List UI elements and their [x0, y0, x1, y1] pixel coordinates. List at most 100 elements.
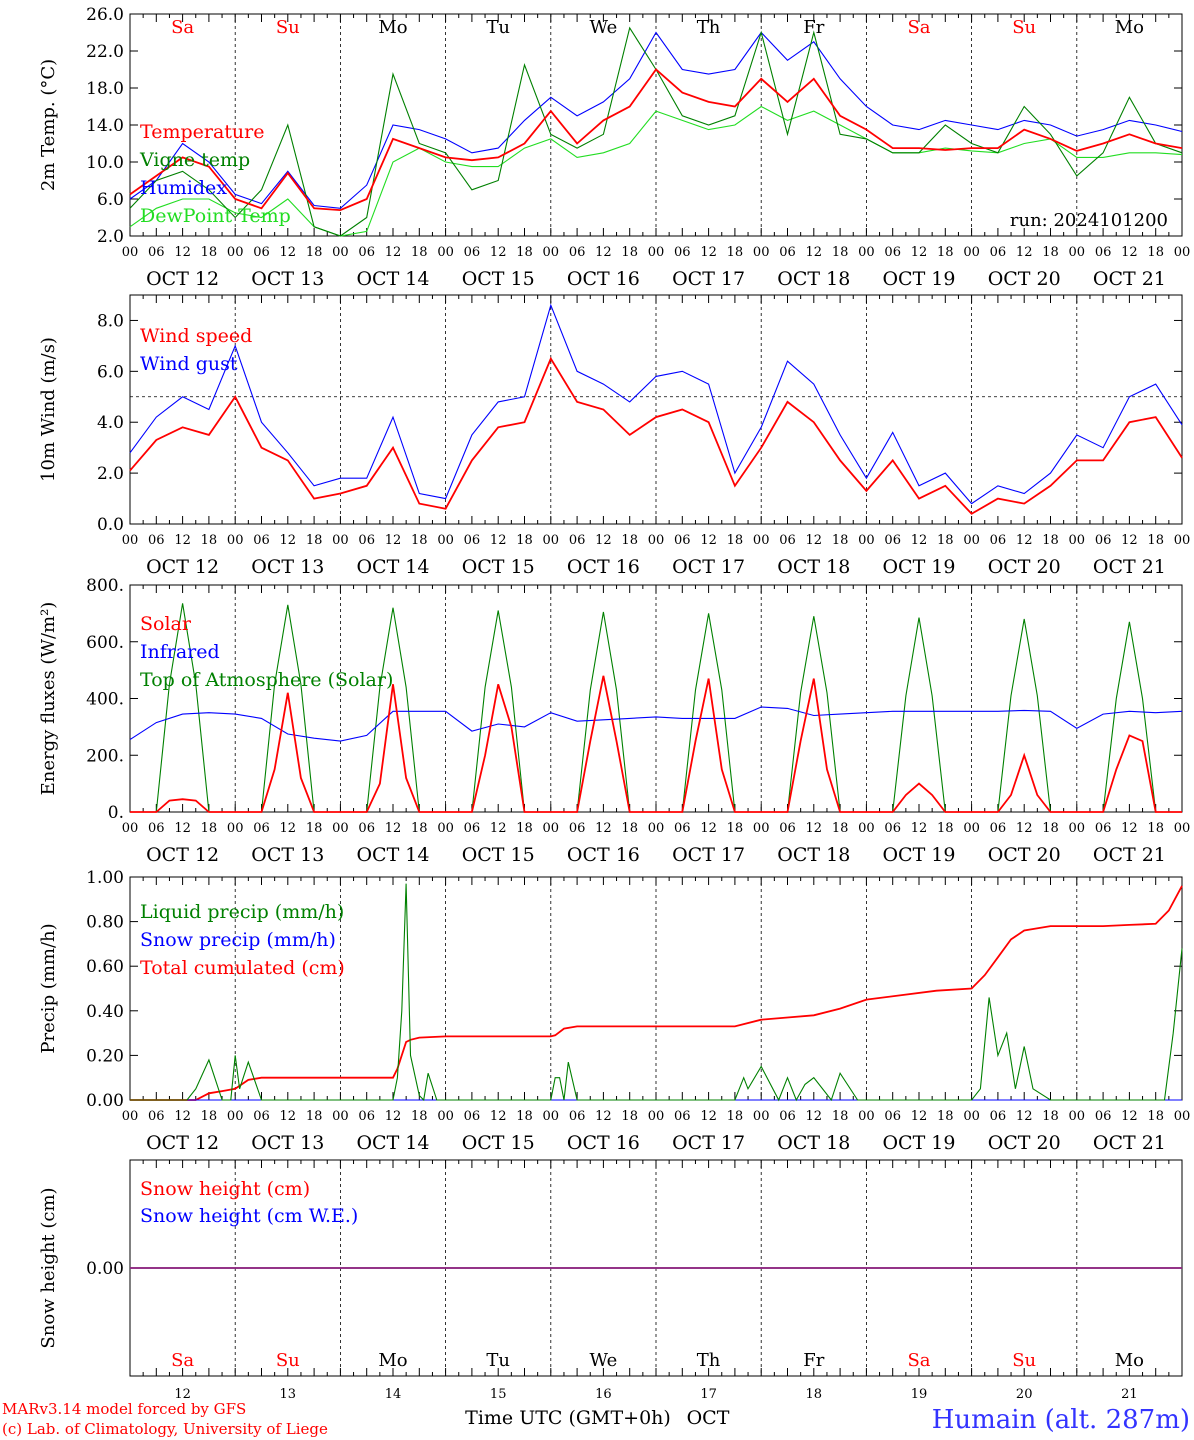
hour-label: 06	[148, 821, 165, 836]
hour-label: 18	[411, 533, 428, 548]
weekday-label: We	[590, 1350, 618, 1371]
hour-label: 00	[648, 821, 665, 836]
date-label: OCT 14	[356, 268, 429, 290]
hour-label: 00	[227, 245, 244, 260]
y-axis-label: Snow height (cm)	[38, 1187, 59, 1348]
date-label: OCT 20	[988, 556, 1061, 578]
date-label: OCT 15	[462, 556, 535, 578]
hour-label: 00	[437, 533, 454, 548]
hour-label: 06	[674, 821, 691, 836]
hour-label: 12	[385, 533, 402, 548]
y-tick-label: 14.0	[86, 116, 124, 136]
weekday-label: Fr	[803, 17, 824, 38]
hour-label: 18	[306, 821, 323, 836]
hour-label: 18	[621, 821, 638, 836]
day-number-label: 16	[595, 1387, 612, 1402]
date-label: OCT 19	[882, 556, 955, 578]
hour-label: 00	[543, 1109, 560, 1124]
hour-label: 18	[516, 533, 533, 548]
hour-label: 06	[990, 821, 1007, 836]
hour-label: 12	[280, 821, 297, 836]
hour-label: 06	[779, 533, 796, 548]
y-tick-label: 0.40	[86, 1002, 124, 1022]
panel-2: 0.0 2.0 4.0 6.0 8.0 10m Wind (m/s) Wind speed W…	[38, 294, 1190, 578]
hour-label: 06	[148, 1109, 165, 1124]
hour-label: 12	[490, 245, 507, 260]
hour-label: 00	[648, 245, 665, 260]
hour-label: 06	[1095, 821, 1112, 836]
hour-label: 00	[1069, 821, 1086, 836]
legend-entry: Vigne temp	[139, 149, 250, 171]
x-axis-month: OCT	[687, 1407, 730, 1429]
hour-label: 12	[174, 533, 191, 548]
hour-label: 00	[437, 245, 454, 260]
hour-label: 18	[937, 533, 954, 548]
hour-label: 18	[727, 533, 744, 548]
hour-label: 00	[1069, 533, 1086, 548]
legend-entry: Snow height (cm)	[140, 1178, 310, 1200]
hour-label: 18	[727, 821, 744, 836]
date-label: OCT 19	[882, 1132, 955, 1154]
hour-label: 12	[700, 1109, 717, 1124]
hour-label: 18	[201, 245, 218, 260]
y-tick-label: 0.60	[86, 957, 124, 977]
hour-label: 18	[516, 1109, 533, 1124]
hour-label: 06	[1095, 1109, 1112, 1124]
hour-label: 00	[122, 821, 139, 836]
hour-label: 06	[569, 533, 586, 548]
hour-label: 18	[937, 821, 954, 836]
hour-label: 00	[1174, 821, 1191, 836]
date-label: OCT 12	[146, 268, 219, 290]
hour-label: 06	[358, 1109, 375, 1124]
hour-label: 12	[700, 533, 717, 548]
hour-label: 06	[779, 821, 796, 836]
date-label: OCT 14	[356, 1132, 429, 1154]
hour-label: 18	[1042, 245, 1059, 260]
date-label: OCT 21	[1093, 844, 1166, 866]
hour-label: 06	[990, 533, 1007, 548]
hour-label: 18	[411, 821, 428, 836]
weekday-label: Su	[276, 17, 300, 38]
date-label: OCT 17	[672, 556, 745, 578]
hour-label: 12	[1121, 1109, 1138, 1124]
hour-label: 18	[1147, 245, 1164, 260]
hour-label: 18	[411, 1109, 428, 1124]
hour-label: 18	[1147, 533, 1164, 548]
series-line-infrared	[129, 706, 1183, 742]
hour-label: 06	[358, 821, 375, 836]
y-tick-label: 8.0	[97, 311, 124, 331]
hour-label: 00	[1174, 245, 1191, 260]
weekday-label: Mo	[378, 17, 407, 38]
weekday-label: Su	[276, 1350, 300, 1371]
hour-label: 12	[595, 245, 612, 260]
y-axis-label: Energy fluxes (W/m²)	[38, 602, 59, 796]
y-tick-label: 0.80	[86, 913, 124, 933]
y-tick-label: 600.	[86, 633, 124, 653]
date-label: OCT 17	[672, 844, 745, 866]
y-axis-label: Precip (mm/h)	[38, 923, 59, 1053]
hour-label: 18	[516, 821, 533, 836]
hour-label: 06	[884, 533, 901, 548]
date-label: OCT 12	[146, 556, 219, 578]
panel-5: 0.00 Snow height (cm) Snow height (cm) Snow…	[38, 1159, 1183, 1402]
day-number-label: 12	[174, 1387, 191, 1402]
day-number-label: 17	[700, 1387, 717, 1402]
hour-label: 06	[148, 533, 165, 548]
date-label: OCT 19	[882, 844, 955, 866]
hour-label: 00	[753, 533, 770, 548]
hour-label: 12	[280, 1109, 297, 1124]
hour-label: 06	[569, 821, 586, 836]
y-tick-label: 6.0	[97, 190, 124, 210]
date-label: OCT 18	[777, 1132, 850, 1154]
date-label: OCT 14	[356, 844, 429, 866]
day-number-label: 18	[806, 1387, 823, 1402]
date-label: OCT 16	[567, 556, 640, 578]
hour-label: 12	[806, 533, 823, 548]
hour-label: 12	[911, 821, 928, 836]
hour-label: 06	[884, 1109, 901, 1124]
hour-label: 06	[674, 533, 691, 548]
date-label: OCT 18	[777, 556, 850, 578]
hour-label: 18	[306, 533, 323, 548]
hour-label: 18	[832, 821, 849, 836]
series-line-dewpoint-temp	[129, 105, 1183, 237]
